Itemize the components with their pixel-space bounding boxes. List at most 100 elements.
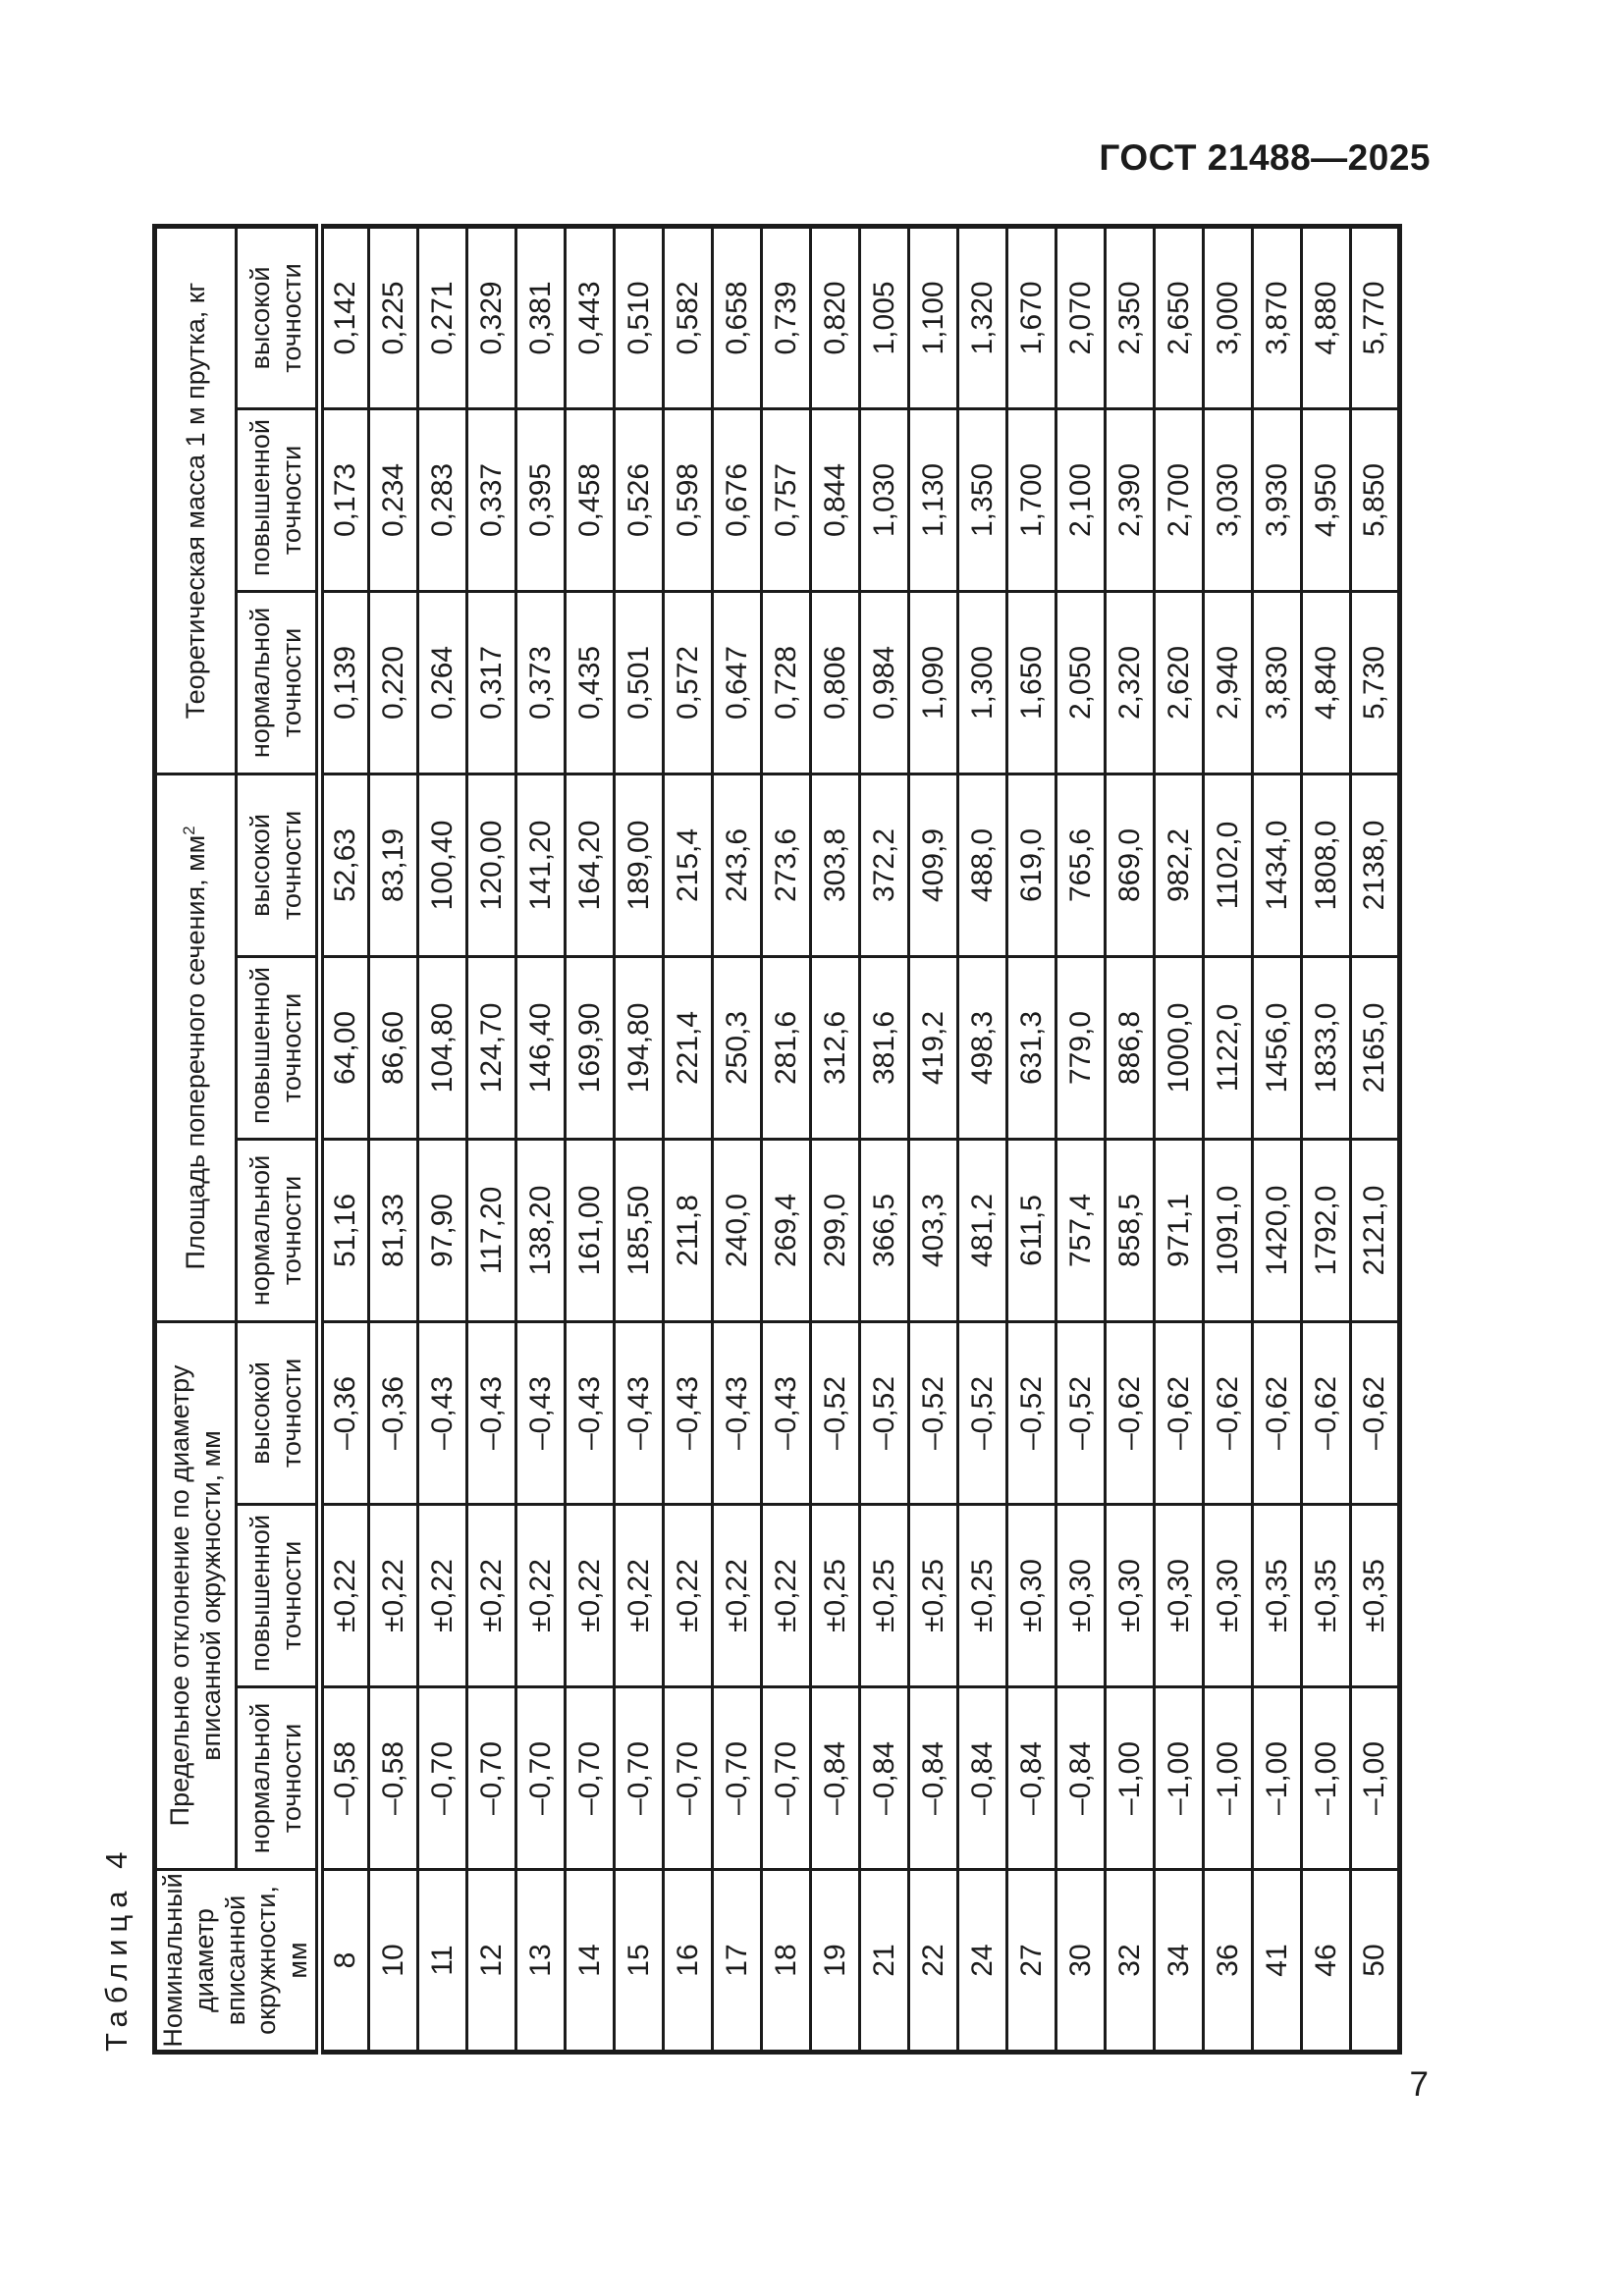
table-cell: 619,0: [1006, 774, 1056, 957]
subheader-mass-raised-precision: повышенной точности: [236, 408, 320, 592]
subheader-deviation-high-precision: высокой точности: [236, 1321, 320, 1505]
table-cell: 250,3: [712, 956, 762, 1140]
table-cell: –0,43: [417, 1321, 467, 1505]
data-table: Номинальный диаметр вписанной окружности…: [152, 223, 1402, 2055]
table-cell: 64,00: [319, 956, 369, 1140]
table-cell: 2,350: [1105, 226, 1155, 409]
table-cell: 2138,0: [1350, 774, 1400, 957]
table-cell: ±0,30: [1154, 1504, 1204, 1687]
table-cell: 14: [565, 1869, 615, 2053]
table-cell: 4,840: [1301, 591, 1351, 774]
table-row: 11 –0,70 ±0,22 –0,43 97,90 104,80 100,40 0,264 0…: [417, 226, 467, 2053]
table-cell: 0,510: [614, 226, 664, 409]
table-cell: –0,36: [368, 1321, 418, 1505]
table-cell: 86,60: [368, 956, 418, 1140]
table-cell: 16: [663, 1869, 713, 2053]
table-cell: 869,0: [1105, 774, 1155, 957]
table-cell: ±0,30: [1006, 1504, 1056, 1687]
table-cell: –0,84: [859, 1686, 909, 1870]
table-cell: 185,50: [614, 1139, 664, 1322]
table-cell: 189,00: [614, 774, 664, 957]
table-cell: 1434,0: [1252, 774, 1302, 957]
table-cell: 0,598: [663, 408, 713, 592]
table-cell: 100,40: [417, 774, 467, 957]
table-cell: 409,9: [908, 774, 958, 957]
table-cell: 4,880: [1301, 226, 1351, 409]
table-cell: ±0,22: [515, 1504, 566, 1687]
table-cell: 1,700: [1006, 408, 1056, 592]
table-cell: 5,730: [1350, 591, 1400, 774]
table-cell: ±0,25: [957, 1504, 1007, 1687]
table-cell: 273,6: [761, 774, 811, 957]
table-cell: 381,6: [859, 956, 909, 1140]
table-cell: 4,950: [1301, 408, 1351, 592]
table-cell: 32: [1105, 1869, 1155, 2053]
table-cell: 1,320: [957, 226, 1007, 409]
table-cell: 51,16: [319, 1139, 369, 1322]
table-row: 19 –0,84 ±0,25 –0,52 299,0 312,6 303,8 0,806 0,8…: [810, 226, 860, 2053]
table-cell: 18: [761, 1869, 811, 2053]
table-cell: ±0,22: [761, 1504, 811, 1687]
table-cell: 281,6: [761, 956, 811, 1140]
header-mass-group: Теоретическая масса 1 м прутка, кг: [154, 226, 237, 774]
table-row: 32 –1,00 ±0,30 –0,62 858,5 886,8 869,0 2,320 2,3…: [1105, 226, 1155, 2053]
table-cell: 0,984: [859, 591, 909, 774]
table-row: 50 –1,00 ±0,35 –0,62 2121,0 2165,0 2138,0 5,730…: [1350, 226, 1400, 2053]
table-cell: 1,030: [859, 408, 909, 592]
table-cell: 1091,0: [1203, 1139, 1253, 1322]
table-cell: 3,000: [1203, 226, 1253, 409]
table-row: 10 –0,58 ±0,22 –0,36 81,33 86,60 83,19 0,220 0,2…: [368, 226, 418, 2053]
table-cell: 46: [1301, 1869, 1351, 2053]
subheader-mass-high-precision: высокой точности: [236, 226, 320, 409]
table-cell: –0,43: [712, 1321, 762, 1505]
table-cell: 0,458: [565, 408, 615, 592]
table-cell: 3,030: [1203, 408, 1253, 592]
table-cell: 1,100: [908, 226, 958, 409]
table-cell: 2,650: [1154, 226, 1204, 409]
group-header-row: Номинальный диаметр вписанной окружности…: [154, 226, 320, 2053]
table-cell: 1420,0: [1252, 1139, 1302, 1322]
table-cell: –0,62: [1203, 1321, 1253, 1505]
table-cell: –1,00: [1301, 1686, 1351, 1870]
table-cell: 886,8: [1105, 956, 1155, 1140]
rotated-table-region: Таблица 4 Номинальный диаметр вписанной …: [99, 223, 1402, 2055]
table-cell: 2,070: [1056, 226, 1106, 409]
table-cell: 0,225: [368, 226, 418, 409]
table-cell: –0,52: [957, 1321, 1007, 1505]
table-cell: 0,820: [810, 226, 860, 409]
table-cell: 419,2: [908, 956, 958, 1140]
table-row: 21 –0,84 ±0,25 –0,52 366,5 381,6 372,2 0,984 1,0…: [859, 226, 909, 2053]
table-cell: 1,650: [1006, 591, 1056, 774]
table-cell: –0,62: [1350, 1321, 1400, 1505]
table-cell: 0,844: [810, 408, 860, 592]
table-cell: 52,63: [319, 774, 369, 957]
table-cell: 403,3: [908, 1139, 958, 1322]
table-cell: 0,264: [417, 591, 467, 774]
table-cell: –0,36: [319, 1321, 369, 1505]
table-cell: 11: [417, 1869, 467, 2053]
table-cell: 481,2: [957, 1139, 1007, 1322]
table-cell: –0,43: [614, 1321, 664, 1505]
table-cell: 0,757: [761, 408, 811, 592]
table-cell: 0,806: [810, 591, 860, 774]
table-cell: 0,582: [663, 226, 713, 409]
table-cell: ±0,22: [565, 1504, 615, 1687]
table-cell: –0,62: [1301, 1321, 1351, 1505]
table-cell: 971,1: [1154, 1139, 1204, 1322]
table-cell: 0,283: [417, 408, 467, 592]
table-cell: ±0,22: [466, 1504, 516, 1687]
table-cell: 0,435: [565, 591, 615, 774]
table-cell: 312,6: [810, 956, 860, 1140]
table-cell: 0,728: [761, 591, 811, 774]
table-cell: 0,139: [319, 591, 369, 774]
table-cell: 13: [515, 1869, 566, 2053]
table-row: 16 –0,70 ±0,22 –0,43 211,8 221,4 215,4 0,572 0,5…: [663, 226, 713, 2053]
table-row: 24 –0,84 ±0,25 –0,52 481,2 498,3 488,0 1,300 1,3…: [957, 226, 1007, 2053]
table-cell: 1,090: [908, 591, 958, 774]
table-cell: 982,2: [1154, 774, 1204, 957]
table-cell: 2,620: [1154, 591, 1204, 774]
table-row: 15 –0,70 ±0,22 –0,43 185,50 194,80 189,00 0,501…: [614, 226, 664, 2053]
table-row: 41 –1,00 ±0,35 –0,62 1420,0 1456,0 1434,0 3,830…: [1252, 226, 1302, 2053]
table-cell: 15: [614, 1869, 664, 2053]
table-cell: 124,70: [466, 956, 516, 1140]
